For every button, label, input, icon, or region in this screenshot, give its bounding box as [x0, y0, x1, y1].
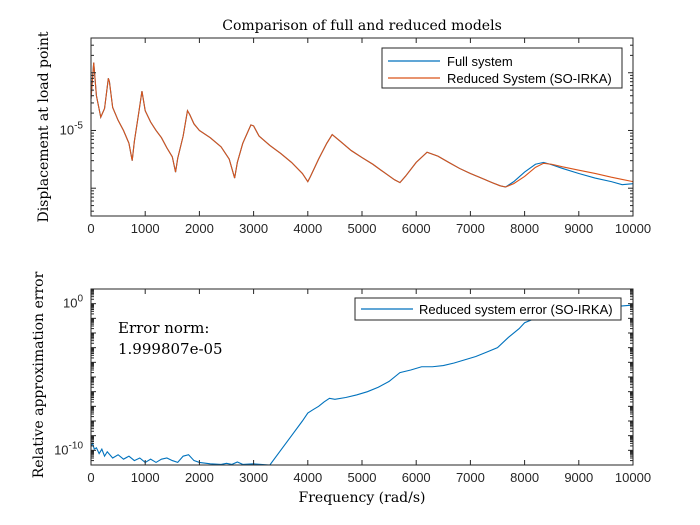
top-xtick-label: 2000: [185, 221, 214, 236]
bottom-panel: Relative approximation error Frequency (…: [31, 271, 651, 506]
error-norm-value: 1.999807e-05: [118, 340, 223, 358]
bottom-xtick-label: 4000: [293, 470, 322, 485]
bottom-ytick-label: 10-10: [54, 440, 83, 457]
bottom-ytick-label: 100: [63, 294, 83, 311]
bottom-ylabel: Relative approximation error: [31, 271, 47, 478]
bottom-series-line-0: [91, 304, 633, 465]
top-ticks-group: 0 1000 2000 3000 4000 5000 6000 7000 8000 9000 100…: [60, 37, 651, 236]
legend-label-reduced: Reduced System (SO-IRKA): [447, 71, 612, 86]
top-series-group: [91, 62, 633, 188]
bottom-xtick-label: 5000: [348, 470, 377, 485]
top-xtick-label: 6000: [402, 221, 431, 236]
bottom-xtick-label: 9000: [564, 470, 593, 485]
top-xtick-label: 5000: [348, 221, 377, 236]
error-norm-label: Error norm:: [118, 319, 209, 337]
bottom-legend-box: [354, 297, 622, 321]
bottom-xtick-label: 2000: [185, 470, 214, 485]
bottom-xtick-label: 6000: [402, 470, 431, 485]
top-series-line-1: [91, 62, 633, 188]
top-ylabel: Displacement at load point: [36, 31, 52, 222]
legend-label-full: Full system: [447, 54, 513, 69]
bottom-xtick-label: 8000: [510, 470, 539, 485]
top-legend-box: [381, 47, 623, 89]
top-panel: Comparison of full and reduced models Di…: [36, 18, 651, 236]
top-ytick-label: 10-5: [60, 120, 84, 137]
bottom-xtick-label: 3000: [239, 470, 268, 485]
top-xtick-label: 10000: [615, 221, 651, 236]
top-xtick-label: 7000: [456, 221, 485, 236]
bottom-series-group: [91, 304, 633, 465]
top-legend: Full system Reduced System (SO-IRKA): [381, 47, 623, 89]
top-xtick-label: 1000: [131, 221, 160, 236]
bottom-xtick-label: 7000: [456, 470, 485, 485]
bottom-xtick-label: 10000: [615, 470, 651, 485]
top-xtick-label: 3000: [239, 221, 268, 236]
legend-label-error: Reduced system error (SO-IRKA): [419, 302, 613, 317]
top-title: Comparison of full and reduced models: [222, 18, 502, 34]
bottom-legend: Reduced system error (SO-IRKA): [354, 297, 622, 321]
top-xtick-label: 0: [87, 221, 94, 236]
bottom-xtick-label: 1000: [131, 470, 160, 485]
bottom-xtick-label: 0: [87, 470, 94, 485]
top-xtick-label: 4000: [293, 221, 322, 236]
top-xtick-label: 9000: [564, 221, 593, 236]
bottom-ticks-group: 0 1000 2000 3000 4000 5000 6000 7000 8000 9000 100…: [54, 289, 651, 485]
bottom-xlabel: Frequency (rad/s): [299, 490, 426, 506]
top-xtick-label: 8000: [510, 221, 539, 236]
